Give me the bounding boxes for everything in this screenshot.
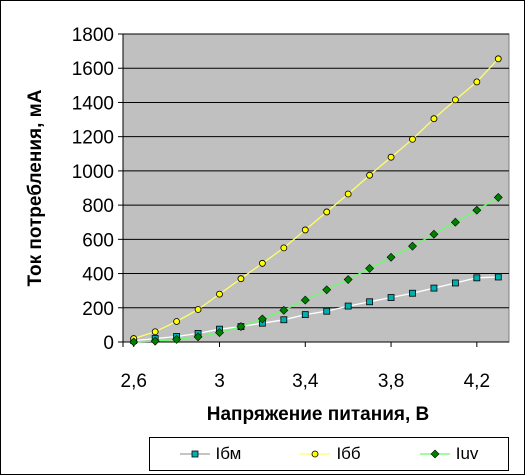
x-tick-label: 2,6 xyxy=(121,371,147,392)
data-point xyxy=(151,328,159,336)
legend-label: Iбм xyxy=(215,444,242,463)
legend-marker xyxy=(191,450,198,458)
series-group xyxy=(129,55,503,347)
data-point xyxy=(409,289,416,297)
y-tick-label: 800 xyxy=(82,196,114,217)
legend-marker xyxy=(312,450,319,458)
data-point xyxy=(365,263,375,273)
data-point xyxy=(473,274,481,282)
x-tick-label: 3 xyxy=(214,371,225,392)
data-point xyxy=(494,55,502,63)
x-tick-label: 3,8 xyxy=(378,371,404,392)
y-tick-label: 1600 xyxy=(72,59,114,80)
legend: Iбм Iбб Iuv xyxy=(149,437,509,471)
x-tick-label: 4,2 xyxy=(464,371,490,392)
legend-marker xyxy=(430,449,440,459)
data-point xyxy=(386,252,396,262)
series-line xyxy=(133,276,499,342)
data-point xyxy=(129,337,139,347)
legend-label: Iuv xyxy=(455,444,479,463)
gridlines xyxy=(123,33,509,309)
data-point xyxy=(193,332,203,342)
data-point xyxy=(236,322,246,332)
y-tick-label: 600 xyxy=(82,230,114,251)
legend-item: Iuv xyxy=(419,444,479,464)
series-line xyxy=(133,58,499,340)
data-point xyxy=(301,311,309,319)
series-group-2 xyxy=(130,55,502,342)
data-point xyxy=(409,135,416,143)
data-point xyxy=(280,244,288,252)
data-point xyxy=(472,205,482,215)
data-point xyxy=(216,290,223,298)
data-point xyxy=(387,153,395,161)
data-point xyxy=(450,217,460,227)
data-point xyxy=(257,314,267,324)
data-point xyxy=(301,226,309,234)
y-tick-label: 1800 xyxy=(72,25,114,46)
data-point xyxy=(408,241,417,251)
data-point xyxy=(172,335,182,344)
series-group-3 xyxy=(129,192,503,347)
legend-swatch xyxy=(179,450,210,458)
legend-swatch xyxy=(419,449,450,459)
y-tick-label: 200 xyxy=(82,299,114,320)
data-point xyxy=(194,306,202,313)
data-point xyxy=(494,273,502,281)
data-point xyxy=(215,328,224,338)
data-point xyxy=(366,298,374,306)
data-point xyxy=(387,294,395,301)
y-tick-label: 1000 xyxy=(72,162,114,183)
y-tick-label: 1200 xyxy=(72,128,114,149)
axes: 0 200 400 600 800 1000 1200 1400 1600 1800 2,6 3 3,4… xyxy=(72,25,509,392)
data-point xyxy=(366,171,374,179)
data-point xyxy=(493,192,503,202)
legend-item: Iбм xyxy=(179,444,242,464)
data-point xyxy=(322,285,332,295)
y-axis-title: Ток потребления, мА xyxy=(25,89,46,286)
data-point xyxy=(344,190,352,198)
data-point xyxy=(429,229,439,239)
x-axis-title: Напряжение питания, В xyxy=(207,404,430,425)
legend-item: Iбб xyxy=(300,444,361,464)
legend-swatch xyxy=(300,450,331,458)
data-point xyxy=(430,115,438,123)
x-tick-label: 3,4 xyxy=(292,371,319,392)
data-point xyxy=(323,307,331,315)
data-point xyxy=(344,302,352,310)
legend-label: Iбб xyxy=(336,444,361,463)
data-point xyxy=(258,259,266,267)
data-point xyxy=(300,295,310,305)
data-point xyxy=(150,336,160,346)
data-point xyxy=(237,275,245,283)
data-point xyxy=(323,208,331,216)
plot-area xyxy=(122,33,510,343)
data-point xyxy=(451,279,459,287)
data-point xyxy=(343,275,353,284)
y-tick-label: 400 xyxy=(82,265,114,286)
data-point xyxy=(280,316,288,324)
data-point xyxy=(451,96,459,104)
data-point xyxy=(173,318,181,325)
y-tick-label: 0 xyxy=(103,333,114,354)
data-point xyxy=(279,305,289,315)
y-tick-label: 1400 xyxy=(72,93,114,114)
data-point xyxy=(473,78,481,86)
data-point xyxy=(430,284,438,292)
